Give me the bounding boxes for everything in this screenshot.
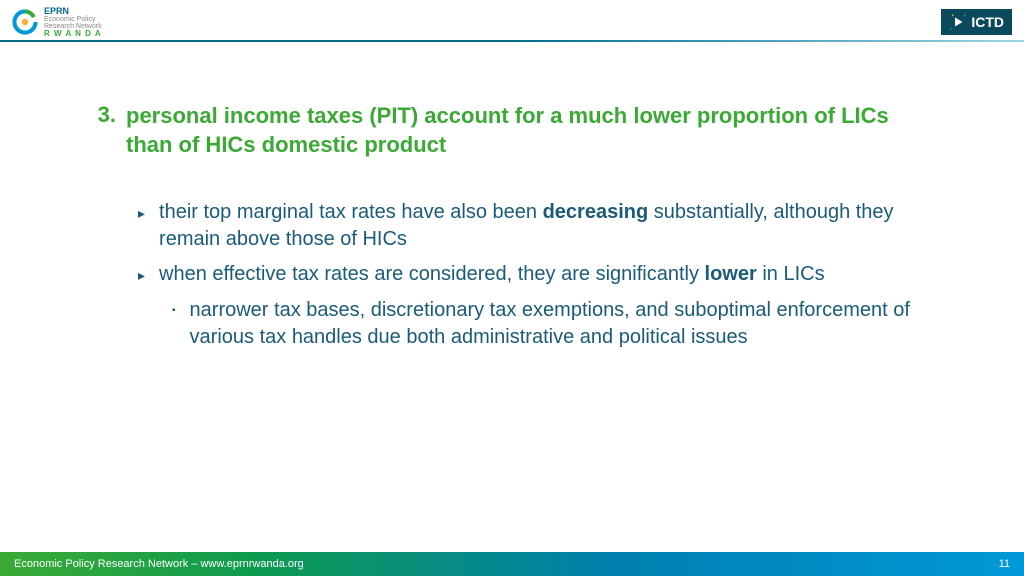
eprn-logo-icon xyxy=(12,9,38,35)
eprn-logo: EPRN Economic Policy Research Network R … xyxy=(12,7,102,38)
play-icon xyxy=(949,13,967,31)
ictd-text: ICTD xyxy=(971,14,1004,30)
bullet-text: when effective tax rates are considered,… xyxy=(159,261,825,288)
slide-header: EPRN Economic Policy Research Network R … xyxy=(0,0,1024,40)
sub-bullet-text: narrower tax bases, discretionary tax ex… xyxy=(190,297,934,351)
slide-content: 3. personal income taxes (PIT) account f… xyxy=(0,42,1024,351)
logo-line2: Economic Policy xyxy=(44,16,102,23)
square-bullet-icon: ▪ xyxy=(172,297,176,325)
bullet-item: ▸ their top marginal tax rates have also… xyxy=(138,199,934,253)
sub-bullet-list: ▪ narrower tax bases, discretionary tax … xyxy=(138,297,934,351)
footer-left: Economic Policy Research Network – www.e… xyxy=(14,558,304,570)
page-number: 11 xyxy=(999,558,1010,570)
sub-bullet-item: ▪ narrower tax bases, discretionary tax … xyxy=(172,297,934,351)
slide-footer: Economic Policy Research Network – www.e… xyxy=(0,552,1024,576)
triangle-bullet-icon: ▸ xyxy=(138,261,145,289)
ictd-logo: ICTD xyxy=(941,9,1012,35)
heading-row: 3. personal income taxes (PIT) account f… xyxy=(90,102,934,159)
triangle-bullet-icon: ▸ xyxy=(138,199,145,227)
bullet-text: their top marginal tax rates have also b… xyxy=(159,199,934,253)
bullet-list: ▸ their top marginal tax rates have also… xyxy=(90,199,934,351)
heading-number: 3. xyxy=(90,102,116,128)
logo-country: R W A N D A xyxy=(44,30,102,38)
bullet-item: ▸ when effective tax rates are considere… xyxy=(138,261,934,289)
logo-line1: EPRN xyxy=(44,7,102,16)
heading-text: personal income taxes (PIT) account for … xyxy=(126,102,934,159)
